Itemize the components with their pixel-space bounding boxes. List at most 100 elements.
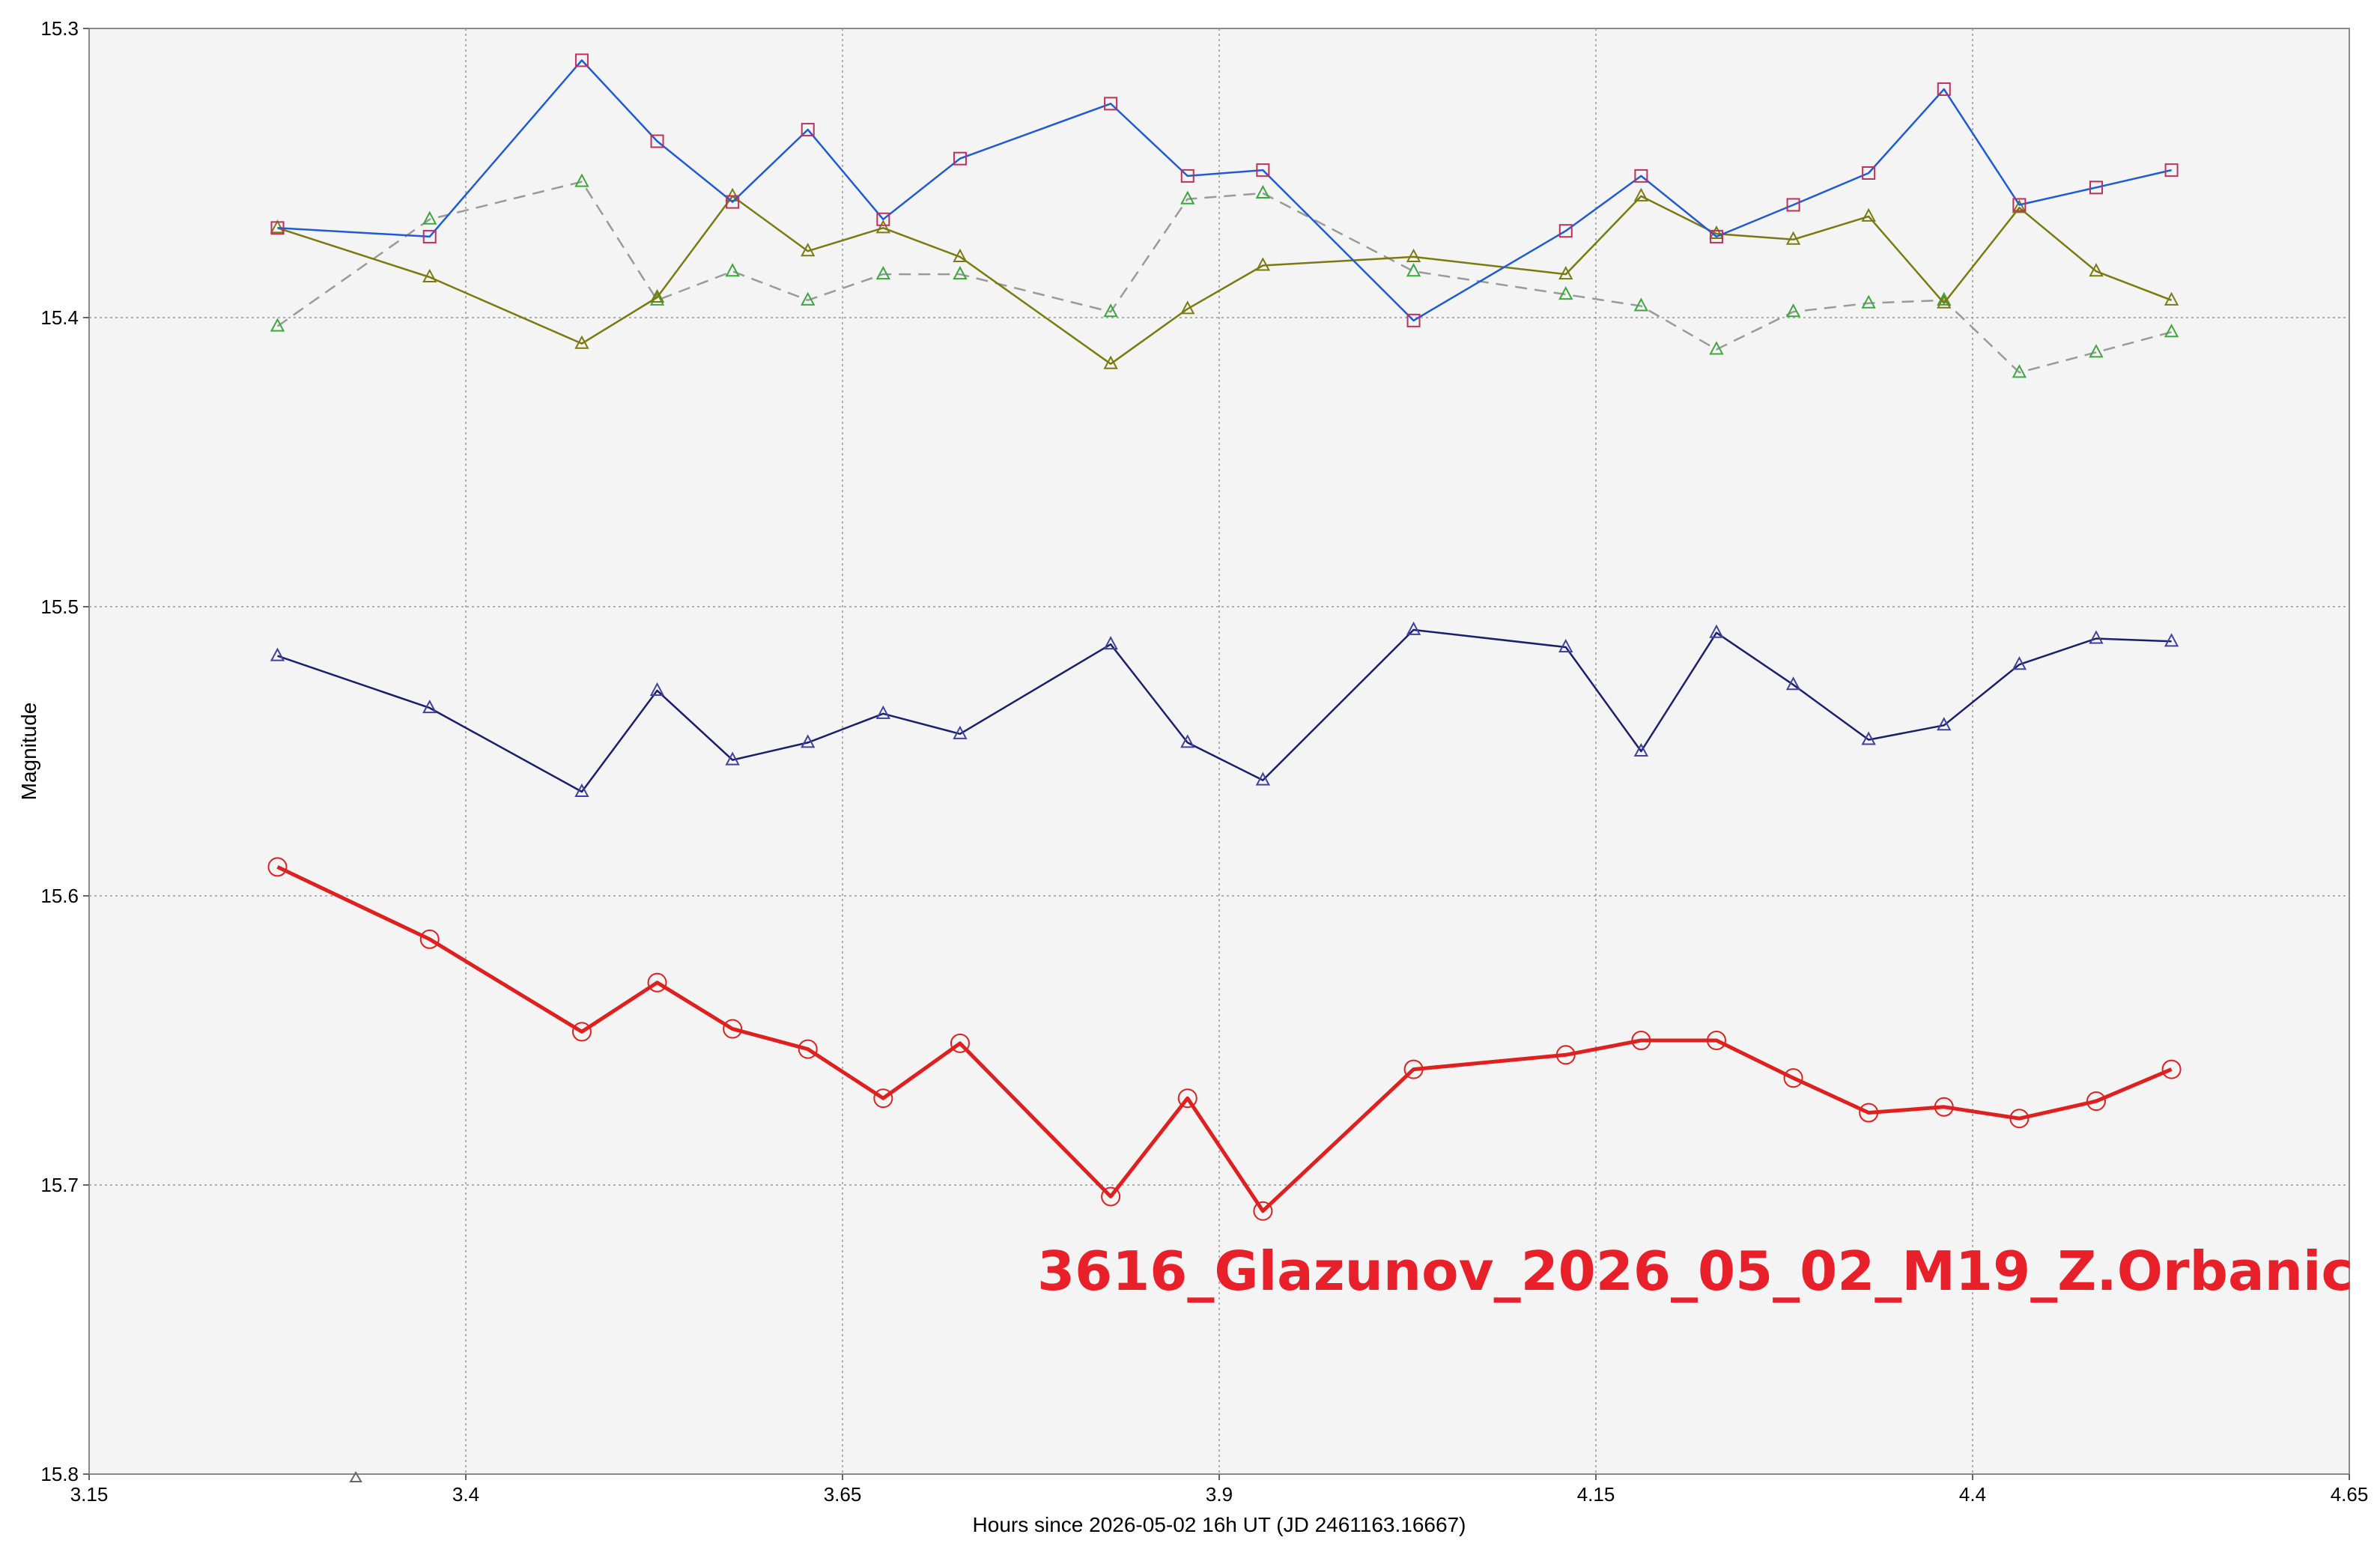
series-0-point <box>267 857 288 877</box>
y-tick-label: 15.4 <box>40 306 79 329</box>
series-4-point <box>574 173 589 187</box>
series-4-point <box>270 318 285 332</box>
plot-area <box>88 28 2350 1475</box>
y-tick-label: 15.7 <box>40 1174 79 1196</box>
series-3-point <box>801 243 816 257</box>
y-tick-label: 15.8 <box>40 1463 79 1485</box>
series-4-point <box>725 263 740 277</box>
series-0-point <box>2086 1091 2106 1112</box>
series-0-point <box>873 1088 893 1109</box>
series-2-point <box>2089 181 2103 195</box>
series-0-point <box>798 1039 818 1059</box>
series-0-point <box>1101 1186 1121 1207</box>
series-3-point <box>2012 199 2027 213</box>
series-3-point <box>1103 355 1118 369</box>
series-0-point <box>1177 1088 1197 1109</box>
series-4-point <box>2089 344 2104 358</box>
series-3-point <box>649 288 665 303</box>
x-tick-label: 4.4 <box>1959 1483 1986 1506</box>
series-4-point <box>422 210 437 225</box>
series-1-point <box>1937 717 1952 731</box>
series-0-point <box>1403 1059 1424 1079</box>
series-4-point <box>875 265 890 280</box>
series-2-point <box>1256 163 1270 178</box>
series-0-point <box>647 972 667 992</box>
x-tick-label: 3.15 <box>70 1483 109 1506</box>
series-1-point <box>1558 638 1573 653</box>
series-2-point <box>1786 198 1800 212</box>
series-1-line <box>277 628 2172 793</box>
series-1-point <box>1406 621 1421 635</box>
series-3-point <box>1937 294 1952 309</box>
series-1-point <box>953 725 968 739</box>
x-tick-label: 3.65 <box>824 1483 862 1506</box>
series-1-point <box>2089 630 2104 644</box>
series-3-point <box>270 219 285 234</box>
series-4-point <box>1255 184 1271 199</box>
series-3-point <box>1861 207 1876 222</box>
series-2-point <box>876 212 890 226</box>
series-3-point <box>2089 263 2104 277</box>
x-tick-label: 3.4 <box>452 1483 479 1506</box>
series-2-line <box>277 59 2172 322</box>
axis-marker-triangle <box>349 1471 362 1482</box>
series-1-point <box>1861 731 1876 745</box>
x-axis-title: Hours since 2026-05-02 16h UT (JD 246116… <box>973 1513 1466 1536</box>
y-tick-label: 15.6 <box>40 885 79 907</box>
series-0-point <box>1934 1097 1954 1117</box>
series-3-point <box>1709 225 1724 240</box>
grid <box>83 28 2350 1480</box>
series-3-point <box>1255 257 1271 271</box>
series-2-point <box>726 195 740 209</box>
series-2-point <box>422 229 437 243</box>
series-2-point <box>1862 166 1876 180</box>
series-4-point <box>1558 285 1573 300</box>
series-2-point <box>1180 169 1194 183</box>
y-tick-label: 15.3 <box>40 17 79 40</box>
series-1-point <box>422 699 437 714</box>
series-1-point <box>2012 656 2027 670</box>
series-1-point <box>1709 624 1724 638</box>
series-0-point <box>419 929 440 949</box>
series-2-point <box>2164 163 2179 178</box>
series-4-line <box>276 181 2172 374</box>
series-2-point <box>2012 198 2027 212</box>
series-3-point <box>953 248 968 262</box>
series-1-point <box>875 705 890 719</box>
series-2-point <box>270 221 285 235</box>
series-0-point <box>2161 1059 2182 1079</box>
series-1-point <box>1103 636 1118 650</box>
series-0-point <box>1859 1103 1879 1123</box>
x-tick-label: 4.15 <box>1577 1483 1615 1506</box>
series-2-point <box>953 151 967 166</box>
series-1-point <box>574 783 589 798</box>
series-2-point <box>1937 82 1951 97</box>
series-0-point <box>950 1033 970 1053</box>
series-4-point <box>1180 190 1195 204</box>
chart-annotation: 3616_Glazunov_2026_05_02_M19_Z.Orbanic <box>1037 1240 2353 1303</box>
series-1-point <box>725 751 740 766</box>
tick-labels: 3.15 3.4 3.65 3.9 4.15 4.4 4.65 15.3 15.4 15.5 15.… <box>40 17 2368 1506</box>
series-4-point <box>1103 303 1118 318</box>
series-4-point <box>1633 297 1649 312</box>
series-1-point <box>1255 772 1271 786</box>
series-2-point <box>801 123 815 137</box>
series-3-point <box>574 335 589 349</box>
series-4-point <box>1709 341 1724 355</box>
series-layer <box>267 53 2182 1482</box>
series-4-point <box>2164 324 2179 338</box>
series-2-point <box>1634 169 1648 183</box>
series-3-line <box>277 195 2173 366</box>
series-1-point <box>270 647 285 661</box>
series-0-point <box>1631 1031 1651 1050</box>
series-3-point <box>1180 300 1195 315</box>
series-3-point <box>2164 291 2179 306</box>
series-3-point <box>422 268 437 282</box>
series-2-point <box>1104 97 1118 111</box>
x-tick-label: 4.65 <box>2331 1483 2369 1506</box>
series-1-point <box>801 734 816 748</box>
series-2-point <box>1406 313 1421 327</box>
series-0-point <box>571 1022 592 1042</box>
x-tick-label: 3.9 <box>1206 1483 1233 1506</box>
